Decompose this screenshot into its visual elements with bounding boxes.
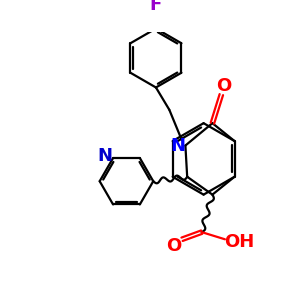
Text: N: N bbox=[171, 136, 186, 154]
Text: N: N bbox=[98, 147, 112, 165]
Text: OH: OH bbox=[224, 233, 254, 251]
Text: O: O bbox=[216, 77, 232, 95]
Text: O: O bbox=[167, 236, 182, 254]
Text: F: F bbox=[150, 0, 162, 14]
